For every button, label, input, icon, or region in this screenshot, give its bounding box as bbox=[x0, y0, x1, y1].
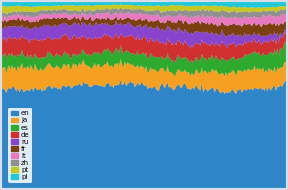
Legend: en, ja, es, de, ru, fr, it, zh, pt, pl: en, ja, es, de, ru, fr, it, zh, pt, pl bbox=[8, 108, 33, 183]
